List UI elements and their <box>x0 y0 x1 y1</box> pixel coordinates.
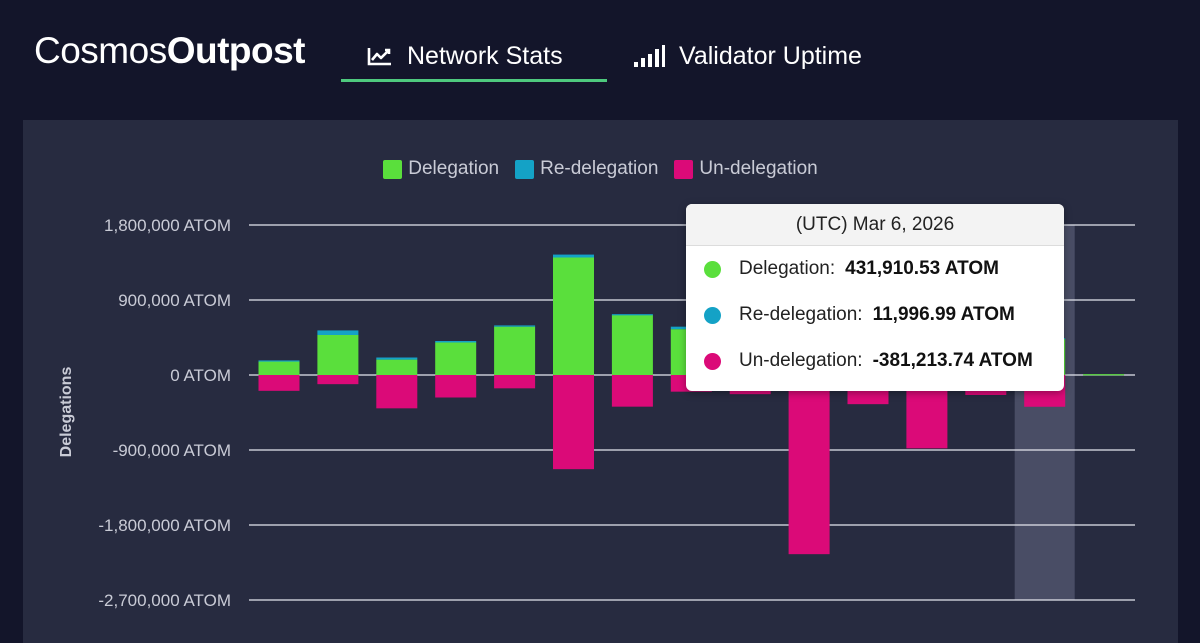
legend-item-delegation[interactable]: Delegation <box>383 158 499 180</box>
y-tick-label: 0 ATOM <box>170 366 231 385</box>
bar-undelegation <box>788 375 830 555</box>
bar-redelegation <box>553 254 594 258</box>
bar-undelegation <box>376 375 418 409</box>
tab-validator-uptime[interactable]: Validator Uptime <box>633 30 913 82</box>
bar-delegation <box>376 359 418 375</box>
bar-redelegation <box>317 330 359 335</box>
y-tick-label: -1,800,000 ATOM <box>98 516 231 535</box>
tooltip-value-delegation: 431,910.53 ATOM <box>845 258 999 279</box>
legend-swatch-redelegation <box>515 159 535 179</box>
bar-undelegation <box>611 375 653 407</box>
bar-delegation <box>258 360 300 375</box>
y-tick-label: -900,000 ATOM <box>113 441 231 460</box>
legend-swatch-undelegation <box>674 159 694 179</box>
bar-redelegation <box>611 314 653 316</box>
legend-label-undelegation: Un-delegation <box>699 158 818 179</box>
legend-item-redelegation[interactable]: Re-delegation <box>515 158 658 180</box>
tooltip-value-redelegation: 11,996.99 ATOM <box>872 304 1015 325</box>
bar-delegation <box>435 342 477 375</box>
bar-redelegation <box>435 341 477 343</box>
bar-delegation <box>1083 374 1125 376</box>
tooltip-title: (UTC) Mar 6, 2026 <box>686 204 1064 246</box>
tooltip-value-undelegation: -381,213.74 ATOM <box>872 350 1033 371</box>
tooltip-label-delegation: Delegation: <box>739 258 836 279</box>
y-axis-label: Delegations <box>58 367 75 458</box>
tab-network-stats-label: Network Stats <box>407 41 563 70</box>
bar-undelegation <box>435 375 477 398</box>
bar-undelegation <box>317 375 359 385</box>
chart-tooltip: (UTC) Mar 6, 2026 Delegation: 431,910.53… <box>686 204 1064 391</box>
y-tick-label: -2,700,000 ATOM <box>98 591 231 610</box>
bar-delegation <box>611 315 653 375</box>
bar-redelegation <box>258 360 300 362</box>
y-tick-label: 900,000 ATOM <box>118 291 231 310</box>
bar-undelegation <box>553 375 594 470</box>
tooltip-dot-undelegation <box>704 352 721 370</box>
legend-swatch-delegation <box>383 159 403 179</box>
logo-text-bold: Outpost <box>166 30 306 71</box>
y-tick-label: 1,800,000 ATOM <box>104 216 231 235</box>
bar-delegation <box>494 326 536 375</box>
signal-bars-icon <box>633 44 665 68</box>
tooltip-row-undelegation: Un-delegation: -381,213.74 ATOM <box>686 338 1064 384</box>
bar-delegation <box>553 257 594 375</box>
tooltip-row-redelegation: Re-delegation: 11,996.99 ATOM <box>686 292 1064 338</box>
legend-label-delegation: Delegation <box>408 158 500 179</box>
top-nav-bar: CosmosOutpost Network Stats Validator Up… <box>0 0 1200 110</box>
logo-text-light: Cosmos <box>34 30 167 71</box>
tab-network-stats[interactable]: Network Stats <box>341 30 607 82</box>
tooltip-row-delegation: Delegation: 431,910.53 ATOM <box>686 246 1064 292</box>
chart-legend: Delegation Re-delegation Un-delegation <box>23 158 1178 180</box>
line-chart-icon <box>367 46 393 66</box>
app-logo[interactable]: CosmosOutpost <box>34 30 306 72</box>
tooltip-dot-redelegation <box>704 306 721 324</box>
tooltip-dot-delegation <box>704 260 721 278</box>
bar-redelegation <box>494 325 536 327</box>
bar-delegation <box>317 335 359 375</box>
tooltip-label-undelegation: Un-delegation: <box>739 350 863 371</box>
bar-undelegation <box>494 375 536 389</box>
bar-undelegation <box>258 375 300 391</box>
tooltip-label-redelegation: Re-delegation: <box>739 304 863 325</box>
delegations-chart-panel: Delegation Re-delegation Un-delegation 1… <box>23 120 1178 643</box>
legend-item-undelegation[interactable]: Un-delegation <box>674 158 818 180</box>
tab-validator-uptime-label: Validator Uptime <box>679 41 862 70</box>
bar-redelegation <box>376 357 418 360</box>
legend-label-redelegation: Re-delegation <box>540 158 659 179</box>
